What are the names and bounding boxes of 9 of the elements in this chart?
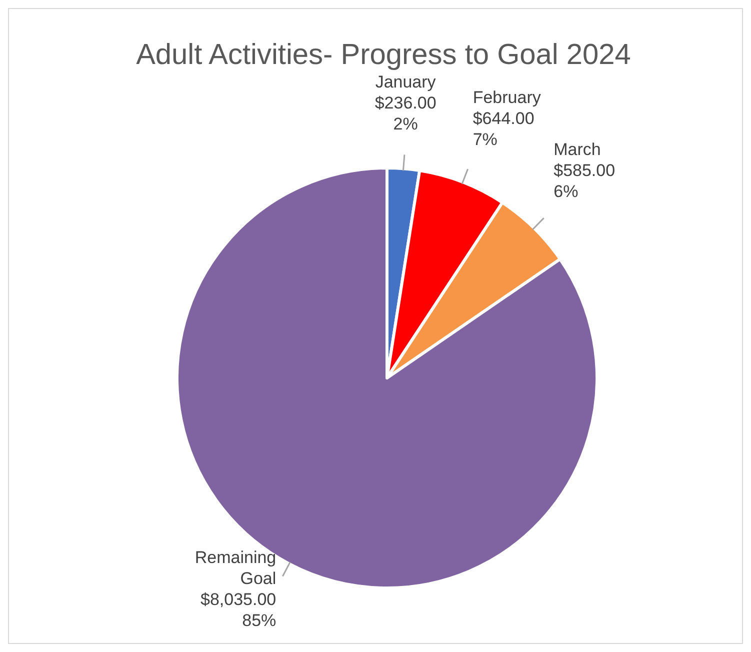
slice-label: March xyxy=(554,140,601,160)
slice-label: January xyxy=(375,72,436,92)
slice-label: Remaining Goal xyxy=(194,548,276,588)
data-label: $585.00 6% xyxy=(554,161,616,202)
data-label: $236.00 2% xyxy=(374,94,436,134)
data-label: $644.00 7% xyxy=(472,109,534,150)
slice-label: February xyxy=(472,88,542,108)
data-label: $8,035.00 85% xyxy=(200,590,276,630)
chart-title: Adult Activities- Progress to Goal 2024 xyxy=(136,39,631,71)
